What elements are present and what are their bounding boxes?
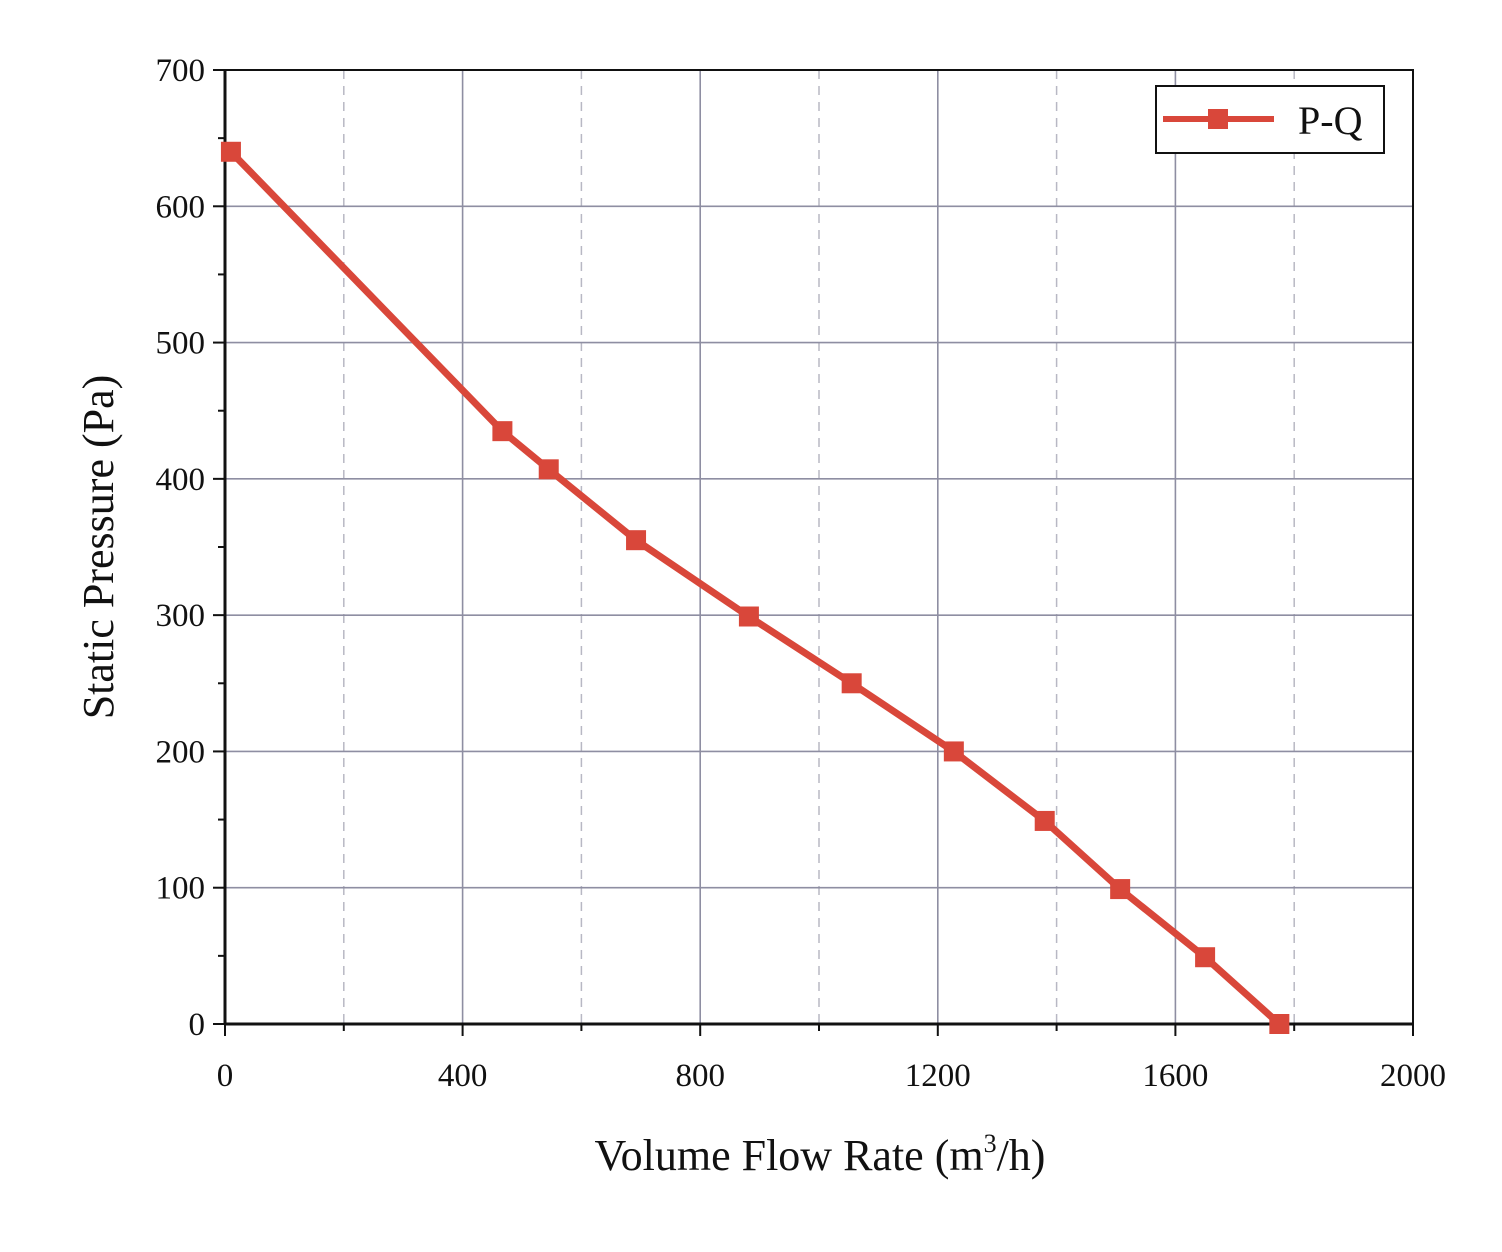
y-tick-label: 0: [189, 1007, 206, 1043]
data-point-marker: [841, 673, 862, 694]
data-point-marker: [626, 530, 647, 551]
series-layer: [220, 141, 1290, 1034]
x-axis-title-superscript: 3: [984, 1129, 997, 1158]
y-tick-label: 200: [156, 734, 206, 770]
y-tick-label: 300: [156, 598, 206, 634]
x-tick-label: 2000: [1380, 1058, 1446, 1094]
y-tick-label: 600: [156, 189, 206, 225]
y-axis-title: Static Pressure (Pa): [74, 375, 123, 720]
data-point-marker: [538, 459, 559, 480]
y-tick-labels: 0 100 200 300 400 500 600 700: [156, 53, 206, 1043]
legend-marker-swatch: [1208, 109, 1228, 129]
data-point-marker: [220, 141, 241, 162]
axes: [213, 69, 1414, 1036]
plot-frame: [224, 69, 1414, 1025]
legend: P-Q: [1155, 85, 1385, 154]
x-tick-label: 400: [438, 1058, 488, 1094]
x-axis-title: Volume Flow Rate (m3/h): [595, 1129, 1046, 1180]
y-tick-label: 100: [156, 871, 206, 907]
grid: [225, 70, 1413, 1024]
data-point-marker: [1269, 1014, 1290, 1034]
x-axis-title-suffix: /h): [997, 1131, 1046, 1180]
x-tick-labels: 0 400 800 1200 1600 2000: [217, 1058, 1446, 1094]
y-tick-label: 700: [156, 53, 206, 89]
data-point-marker: [1195, 947, 1216, 968]
y-tick-label: 400: [156, 462, 206, 498]
x-axis-title-prefix: Volume Flow Rate (m: [595, 1131, 984, 1180]
legend-label: P-Q: [1298, 98, 1363, 143]
x-tick-label: 1600: [1142, 1058, 1208, 1094]
data-point-marker: [738, 606, 759, 627]
data-point-marker: [1110, 879, 1131, 900]
y-tick-label: 500: [156, 326, 206, 362]
x-tick-label: 800: [675, 1058, 725, 1094]
x-tick-label: 0: [217, 1058, 234, 1094]
x-tick-label: 1200: [905, 1058, 971, 1094]
data-point-marker: [492, 421, 513, 442]
data-point-marker: [943, 741, 964, 762]
data-point-marker: [1034, 810, 1055, 831]
